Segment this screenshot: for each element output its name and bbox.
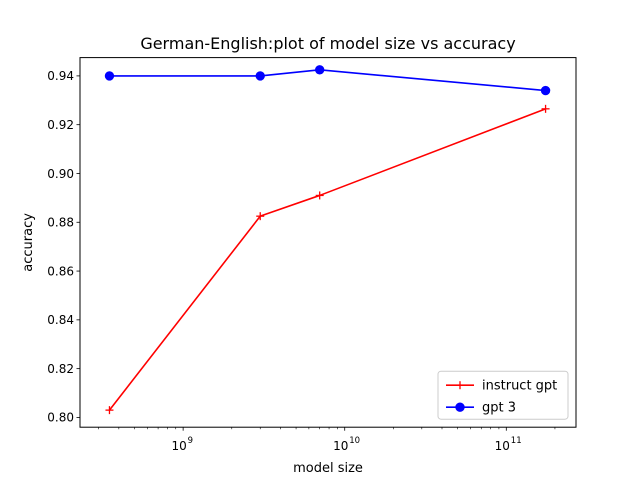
series-line xyxy=(108,108,546,411)
legend-entry: gpt 3 xyxy=(446,401,516,416)
data-point-plus xyxy=(315,191,324,200)
x-tick-label: 10 xyxy=(495,439,510,453)
x-tick-exponent: 9 xyxy=(188,436,193,446)
y-tick-label: 0.80 xyxy=(47,411,74,425)
y-tick-label: 0.88 xyxy=(47,216,74,230)
y-tick-label: 0.84 xyxy=(47,313,74,327)
data-point-plus xyxy=(456,381,464,390)
x-axis-label: model size xyxy=(293,461,363,476)
x-tick-exponent: 11 xyxy=(511,436,522,446)
legend-label: instruct gpt xyxy=(482,379,557,394)
y-tick-label: 0.94 xyxy=(47,69,74,83)
y-tick-label: 0.86 xyxy=(47,264,74,278)
y-tick-label: 0.82 xyxy=(47,362,74,376)
y-tick-label: 0.90 xyxy=(47,167,74,181)
plot-frame xyxy=(79,57,577,428)
x-tick-label: 10 xyxy=(171,439,186,453)
data-point-circle xyxy=(540,85,551,96)
series-0 xyxy=(105,104,550,415)
x-tick-label: 10 xyxy=(333,439,348,453)
legend: instruct gpt gpt 3 xyxy=(437,370,569,420)
y-axis-label: accuracy xyxy=(21,213,36,272)
series-1 xyxy=(104,65,551,96)
series-line xyxy=(109,69,546,92)
legend-label: gpt 3 xyxy=(482,401,516,416)
chart-title: German-English:plot of model size vs acc… xyxy=(140,34,515,53)
data-point-circle xyxy=(314,65,325,75)
y-tick-label: 0.92 xyxy=(47,118,74,132)
data-point-plus xyxy=(541,104,550,113)
data-point-plus xyxy=(105,406,114,415)
x-tick-exponent: 10 xyxy=(349,436,360,446)
data-point-circle xyxy=(455,402,465,412)
data-point-circle xyxy=(104,71,115,81)
series-layer xyxy=(104,65,551,415)
legend-entry: instruct gpt xyxy=(446,379,557,394)
data-point-plus xyxy=(256,212,265,221)
data-point-circle xyxy=(255,71,265,81)
